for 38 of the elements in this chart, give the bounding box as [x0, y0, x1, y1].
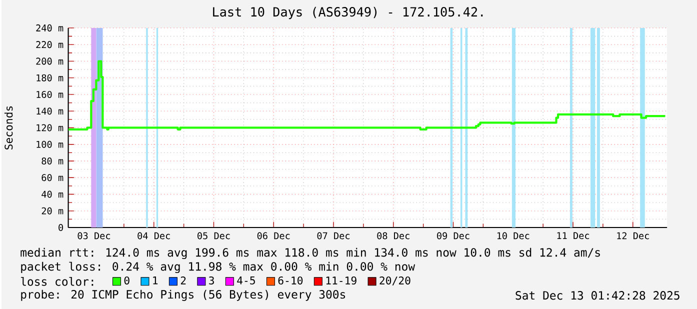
x-tick-label: 12 Dec [617, 232, 649, 240]
legend-label: 0 [124, 276, 130, 284]
x-tick-label: 04 Dec [138, 232, 170, 240]
y-tick-label: 120 m [36, 124, 64, 132]
chart-title: Last 10 Days (AS63949) - 172.105.42. [213, 6, 483, 19]
y-tick-label: 80 m [42, 157, 64, 164]
y-tick-label: 240 m [36, 24, 64, 32]
legend-label: 3 [209, 276, 214, 284]
y-tick-label: 0 [58, 224, 63, 231]
legend-label: 2 [180, 276, 186, 284]
y-axis-title: Seconds [4, 106, 13, 150]
x-tick-label: 07 Dec [317, 232, 350, 240]
text: packet loss: 0.24 % avg 11.98 % max 0.00 % min 0.00 % now [21, 262, 416, 273]
x-tick-label: 09 Dec [437, 232, 470, 240]
y-tick-label: 40 m [42, 190, 64, 198]
text: probe: 20 ICMP Echo Pings (56 Bytes) every 300s [21, 290, 346, 301]
legend-label: 4-5 [237, 276, 255, 284]
y-tick-label: 60 m [42, 174, 64, 181]
x-tick-label: 11 Dec [557, 232, 590, 239]
legend-label: 20/20 [380, 276, 410, 286]
text: Sat Dec 13 01:42:28 2025 [516, 290, 680, 300]
x-tick-label: 03 Dec [78, 232, 110, 240]
y-tick-label: 220 m [36, 40, 64, 48]
y-tick-label: 140 m [36, 107, 64, 114]
legend-label: 1 [153, 276, 158, 284]
x-tick-label: 10 Dec [497, 232, 530, 240]
legend-title: loss color: [20, 276, 94, 286]
y-tick-label: 20 m [42, 207, 64, 214]
y-tick-label: 160 m [36, 90, 64, 98]
y-tick-label: 200 m [36, 58, 64, 65]
text: median rtt: 124.0 ms avg 199.6 ms max 118.0 ms min 134.0 ms now 10.0 ms sd 12.4 am/s [20, 248, 600, 259]
legend-label: 11-19 [326, 276, 356, 284]
x-tick-label: 06 Dec [257, 232, 290, 240]
y-tick-label: 180 m [36, 74, 64, 82]
legend-label: 6-10 [278, 276, 303, 284]
y-tick-label: 100 m [36, 140, 64, 148]
x-tick-label: 05 Dec [198, 232, 230, 240]
x-tick-label: 08 Dec [377, 232, 410, 240]
